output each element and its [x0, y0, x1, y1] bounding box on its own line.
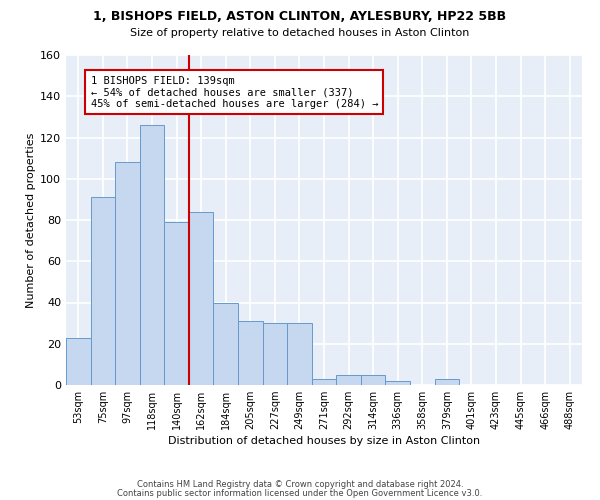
Bar	[189, 212, 214, 385]
Text: 1, BISHOPS FIELD, ASTON CLINTON, AYLESBURY, HP22 5BB: 1, BISHOPS FIELD, ASTON CLINTON, AYLESBU…	[94, 10, 506, 23]
Text: Contains public sector information licensed under the Open Government Licence v3: Contains public sector information licen…	[118, 489, 482, 498]
Bar	[434, 379, 459, 385]
Bar	[385, 381, 410, 385]
X-axis label: Distribution of detached houses by size in Aston Clinton: Distribution of detached houses by size …	[168, 436, 480, 446]
Bar	[66, 338, 91, 385]
Text: Contains HM Land Registry data © Crown copyright and database right 2024.: Contains HM Land Registry data © Crown c…	[137, 480, 463, 489]
Bar	[361, 374, 385, 385]
Y-axis label: Number of detached properties: Number of detached properties	[26, 132, 36, 308]
Bar	[263, 323, 287, 385]
Text: Size of property relative to detached houses in Aston Clinton: Size of property relative to detached ho…	[130, 28, 470, 38]
Bar	[214, 302, 238, 385]
Bar	[91, 198, 115, 385]
Bar	[336, 374, 361, 385]
Bar	[140, 125, 164, 385]
Bar	[238, 321, 263, 385]
Bar	[164, 222, 189, 385]
Text: 1 BISHOPS FIELD: 139sqm
← 54% of detached houses are smaller (337)
45% of semi-d: 1 BISHOPS FIELD: 139sqm ← 54% of detache…	[91, 76, 378, 109]
Bar	[287, 323, 312, 385]
Bar	[115, 162, 140, 385]
Bar	[312, 379, 336, 385]
